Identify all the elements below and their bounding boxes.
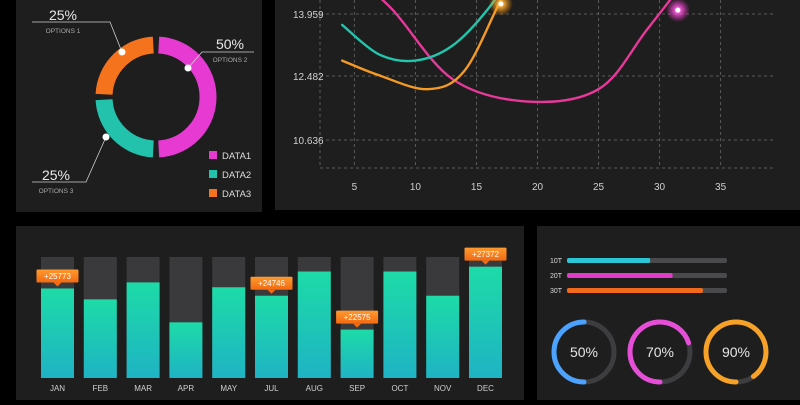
donut-segment-data2 [95, 98, 155, 158]
bar-value-badge [336, 310, 379, 324]
bar-value-label: +24746 [258, 279, 285, 288]
highlight-point [498, 1, 504, 7]
bar-category-label: DEC [477, 384, 494, 393]
line-chart: 5 10 15 20 25 30 35 10.636 12.482 13.959 [293, 0, 775, 193]
bar-category-label: MAY [220, 384, 237, 393]
callout-percent-2: 50% [216, 36, 244, 52]
x-tick-label: 10 [410, 182, 422, 193]
bar-nov [426, 295, 460, 378]
x-tick-label: 5 [352, 182, 358, 193]
bar-category-label: APR [178, 384, 195, 393]
ring-label: 90% [722, 344, 750, 360]
legend-label-data3: DATA3 [222, 189, 251, 200]
y-tick-label: 10.636 [293, 136, 324, 147]
progress-fill [567, 258, 651, 263]
ring-label: 50% [570, 344, 598, 360]
legend-swatch-data3 [209, 189, 217, 197]
x-tick-label: 20 [532, 182, 544, 193]
legend-swatch-data2 [209, 170, 217, 178]
ring-progress [703, 319, 769, 385]
callout-caption-1: OPTIONS 1 [46, 28, 81, 35]
stats-panel: 10T 20T 30T 50% 70% 90% [537, 226, 800, 400]
stats-graphics: 10T 20T 30T 50% 70% 90% [550, 258, 769, 385]
donut-segment-data1 [157, 36, 217, 158]
x-tick-label: 30 [654, 182, 666, 193]
bar-category-label: OCT [391, 384, 408, 393]
bar-sep [340, 329, 374, 378]
progress-label: 30T [550, 288, 563, 295]
callout-line-3 [32, 136, 107, 183]
bar-value-label: +25773 [44, 272, 71, 281]
ring-label: 70% [646, 344, 674, 360]
line-chart-panel: 5 10 15 20 25 30 35 10.636 12.482 13.959 [275, 0, 800, 210]
bar-oct [383, 271, 417, 378]
y-tick-label: 12.482 [293, 72, 324, 83]
highlight-point [675, 7, 681, 13]
line-series-3 [341, 0, 503, 91]
bar-category-label: JAN [50, 384, 65, 393]
bar-category-label: NOV [434, 384, 452, 393]
bar-category-label: MAR [134, 384, 152, 393]
callout-dot-3 [102, 133, 110, 141]
bar-mar [126, 282, 160, 378]
bar-chart: JAN FEB MAR APR MAY JUL AUG SEP OCT NOV DEC +25773 +… [36, 247, 507, 393]
bar-value-badge-pointer [53, 282, 62, 287]
bar-category-label: AUG [306, 384, 323, 393]
bar-aug [297, 271, 331, 378]
donut-panel: 25% OPTIONS 1 50% OPTIONS 2 25% OPTIONS … [16, 0, 262, 212]
bar-category-label: FEB [93, 384, 109, 393]
donut-segment-data3 [95, 36, 155, 96]
callout-percent-3: 25% [42, 167, 70, 183]
donut-chart: 25% OPTIONS 1 50% OPTIONS 2 25% OPTIONS … [32, 7, 254, 200]
bar-value-label: +22575 [344, 313, 371, 322]
callout-caption-2: OPTIONS 2 [213, 57, 248, 64]
callout-dot-2 [184, 64, 192, 72]
bar-value-badge-pointer [267, 289, 276, 294]
y-tick-label: 13.959 [293, 10, 324, 21]
progress-label: 10T [550, 258, 563, 265]
bar-chart-panel: JAN FEB MAR APR MAY JUL AUG SEP OCT NOV DEC +25773 +… [16, 226, 524, 400]
callout-dot-1 [118, 48, 126, 56]
x-tick-label: 25 [593, 182, 605, 193]
x-tick-label: 35 [715, 182, 727, 193]
legend-label-data1: DATA1 [222, 151, 251, 162]
line-series-2 [341, 0, 497, 63]
bar-value-label: +27372 [472, 250, 499, 259]
callout-percent-1: 25% [49, 7, 77, 23]
bar-value-badge-pointer [353, 323, 362, 328]
bar-apr [169, 322, 203, 378]
highlight-glow [488, 0, 513, 16]
progress-fill [567, 288, 703, 293]
bar-feb [83, 299, 117, 378]
ring-progress [627, 319, 693, 385]
legend-swatch-data1 [209, 151, 217, 159]
bar-category-label: JUL [264, 384, 279, 393]
bar-may [212, 287, 246, 378]
bar-value-badge [36, 269, 79, 283]
callout-caption-3: OPTIONS 3 [39, 188, 74, 195]
bar-value-badge [250, 276, 293, 290]
progress-label: 20T [550, 273, 563, 280]
callout-line-2 [187, 51, 254, 69]
bar-value-badge [464, 247, 507, 261]
ring-progress [551, 319, 617, 385]
x-tick-label: 15 [471, 182, 483, 193]
bar-jul [255, 295, 288, 378]
line-series-1 [380, 0, 672, 104]
bar-value-badge-pointer [481, 260, 490, 265]
bar-jan [41, 288, 74, 378]
bar-dec [469, 266, 502, 378]
bar-category-label: SEP [349, 384, 365, 393]
progress-fill [567, 273, 673, 278]
callout-line-1 [32, 21, 123, 53]
legend-label-data2: DATA2 [222, 170, 251, 181]
